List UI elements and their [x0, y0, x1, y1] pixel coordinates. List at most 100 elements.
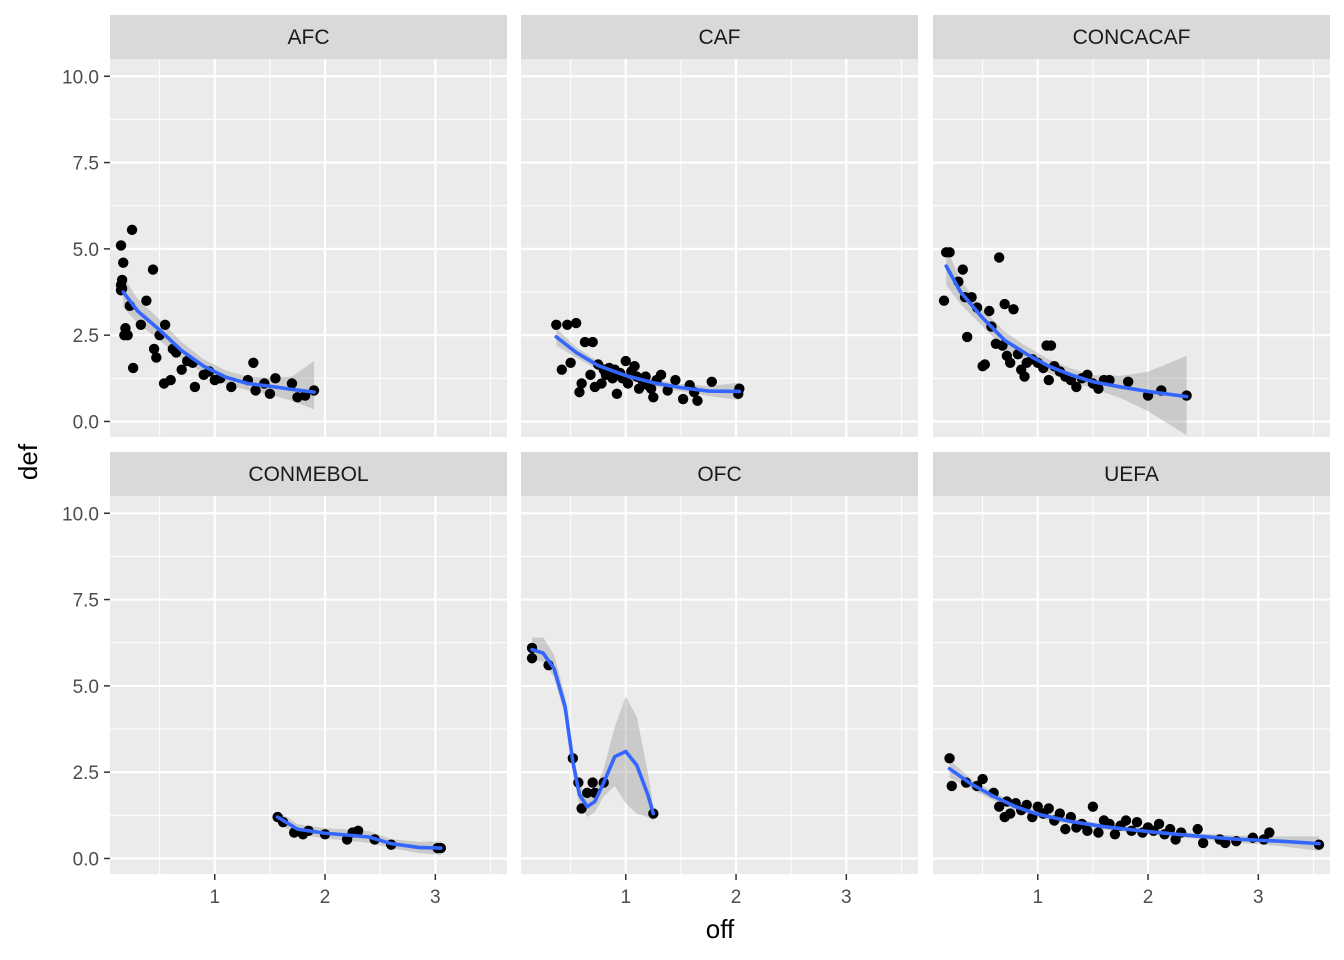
facet-strip-label: CONCACAF — [1073, 26, 1191, 49]
data-point — [1153, 818, 1165, 830]
data-point — [946, 780, 957, 792]
data-point — [999, 298, 1010, 310]
data-point — [250, 385, 261, 396]
data-point — [944, 753, 955, 764]
data-point — [248, 357, 259, 368]
data-point — [1093, 827, 1104, 838]
data-point — [1192, 823, 1203, 835]
data-point — [1264, 827, 1275, 838]
data-point — [1093, 383, 1104, 394]
data-point — [1019, 371, 1030, 382]
data-point — [587, 336, 598, 348]
x-axes: 1 2 3 1 2 3 1 2 3 — [209, 874, 1264, 908]
data-point — [1004, 808, 1016, 819]
data-point — [607, 373, 618, 384]
data-point — [993, 801, 1005, 812]
data-point — [151, 352, 162, 363]
x-tick-label: 2 — [1143, 887, 1154, 908]
y-tick-label: 2.5 — [73, 763, 99, 784]
y-tick-label: 10.0 — [62, 67, 99, 88]
data-point — [957, 264, 968, 275]
data-point — [997, 340, 1008, 351]
data-point — [116, 274, 128, 286]
smooth-line — [275, 815, 443, 850]
facet-strip-label: CONMEBOL — [248, 463, 368, 486]
data-point — [1220, 837, 1231, 849]
data-point — [1087, 801, 1099, 812]
y-tick-label: 7.5 — [73, 154, 99, 175]
data-point — [574, 386, 585, 398]
data-point — [1043, 374, 1054, 386]
smooth-line — [554, 335, 742, 394]
data-point — [118, 257, 129, 268]
data-point — [1082, 825, 1093, 837]
facet-ofc: OFC — [521, 452, 918, 874]
data-point — [226, 381, 237, 393]
data-point — [587, 777, 598, 788]
data-point — [670, 374, 681, 386]
smooth-line — [944, 264, 1189, 399]
data-point — [264, 388, 276, 400]
data-point — [620, 355, 631, 367]
data-point — [585, 369, 596, 381]
data-point — [1054, 808, 1066, 819]
data-point — [581, 787, 593, 799]
data-point — [576, 803, 587, 814]
data-point — [944, 247, 955, 258]
data-point — [159, 319, 171, 331]
data-point — [961, 331, 973, 343]
data-point — [176, 364, 187, 375]
data-point — [556, 364, 568, 375]
data-point — [1008, 304, 1019, 315]
data-point — [576, 378, 587, 389]
data-point — [565, 357, 576, 368]
data-point — [979, 359, 991, 370]
data-point — [352, 825, 364, 837]
data-point — [1122, 376, 1134, 387]
facet-strip — [110, 452, 507, 496]
facet-strip — [521, 15, 918, 59]
data-point — [135, 319, 147, 331]
y-axes: 0.0 2.5 5.0 7.5 10.0 0.0 2.5 5.0 7.5 10.0 — [62, 67, 110, 870]
data-point — [1004, 357, 1016, 368]
facet-conmebol: CONMEBOL — [110, 452, 507, 874]
data-point — [127, 362, 139, 374]
x-tick-label: 2 — [731, 887, 742, 908]
data-point — [562, 319, 573, 331]
data-point — [1109, 829, 1121, 840]
facet-strip — [521, 452, 918, 496]
y-tick-label: 10.0 — [62, 504, 99, 525]
data-point — [993, 252, 1005, 263]
data-point — [551, 319, 562, 331]
data-point — [189, 381, 201, 393]
facet-panels: AFC CAF CONCACAF CONMEBOL OFC UEFA — [110, 15, 1330, 874]
x-axis-title: off — [706, 914, 735, 944]
data-point — [648, 392, 659, 403]
data-point — [270, 373, 281, 384]
data-point — [1071, 381, 1082, 393]
y-tick-label: 5.0 — [73, 677, 99, 698]
data-point — [1060, 823, 1071, 835]
data-point — [662, 385, 673, 396]
x-tick-label: 1 — [620, 887, 631, 908]
data-point — [147, 264, 159, 275]
data-point — [579, 336, 591, 348]
facet-strip — [933, 15, 1330, 59]
data-point — [1021, 799, 1032, 811]
y-tick-label: 2.5 — [73, 326, 99, 347]
y-tick-label: 0.0 — [73, 412, 99, 433]
x-tick-label: 3 — [430, 887, 441, 908]
data-point — [984, 305, 995, 317]
facet-strip-label: UEFA — [1104, 463, 1159, 486]
x-tick-label: 3 — [1253, 887, 1264, 908]
data-point — [596, 378, 607, 389]
data-point — [1131, 817, 1143, 828]
data-point — [526, 653, 538, 664]
data-point — [570, 317, 582, 329]
data-point — [122, 329, 133, 341]
data-point — [165, 374, 176, 386]
data-point — [611, 388, 623, 400]
data-point — [622, 378, 634, 389]
facet-strip-label: AFC — [288, 26, 330, 49]
facet-afc: AFC — [110, 15, 507, 437]
